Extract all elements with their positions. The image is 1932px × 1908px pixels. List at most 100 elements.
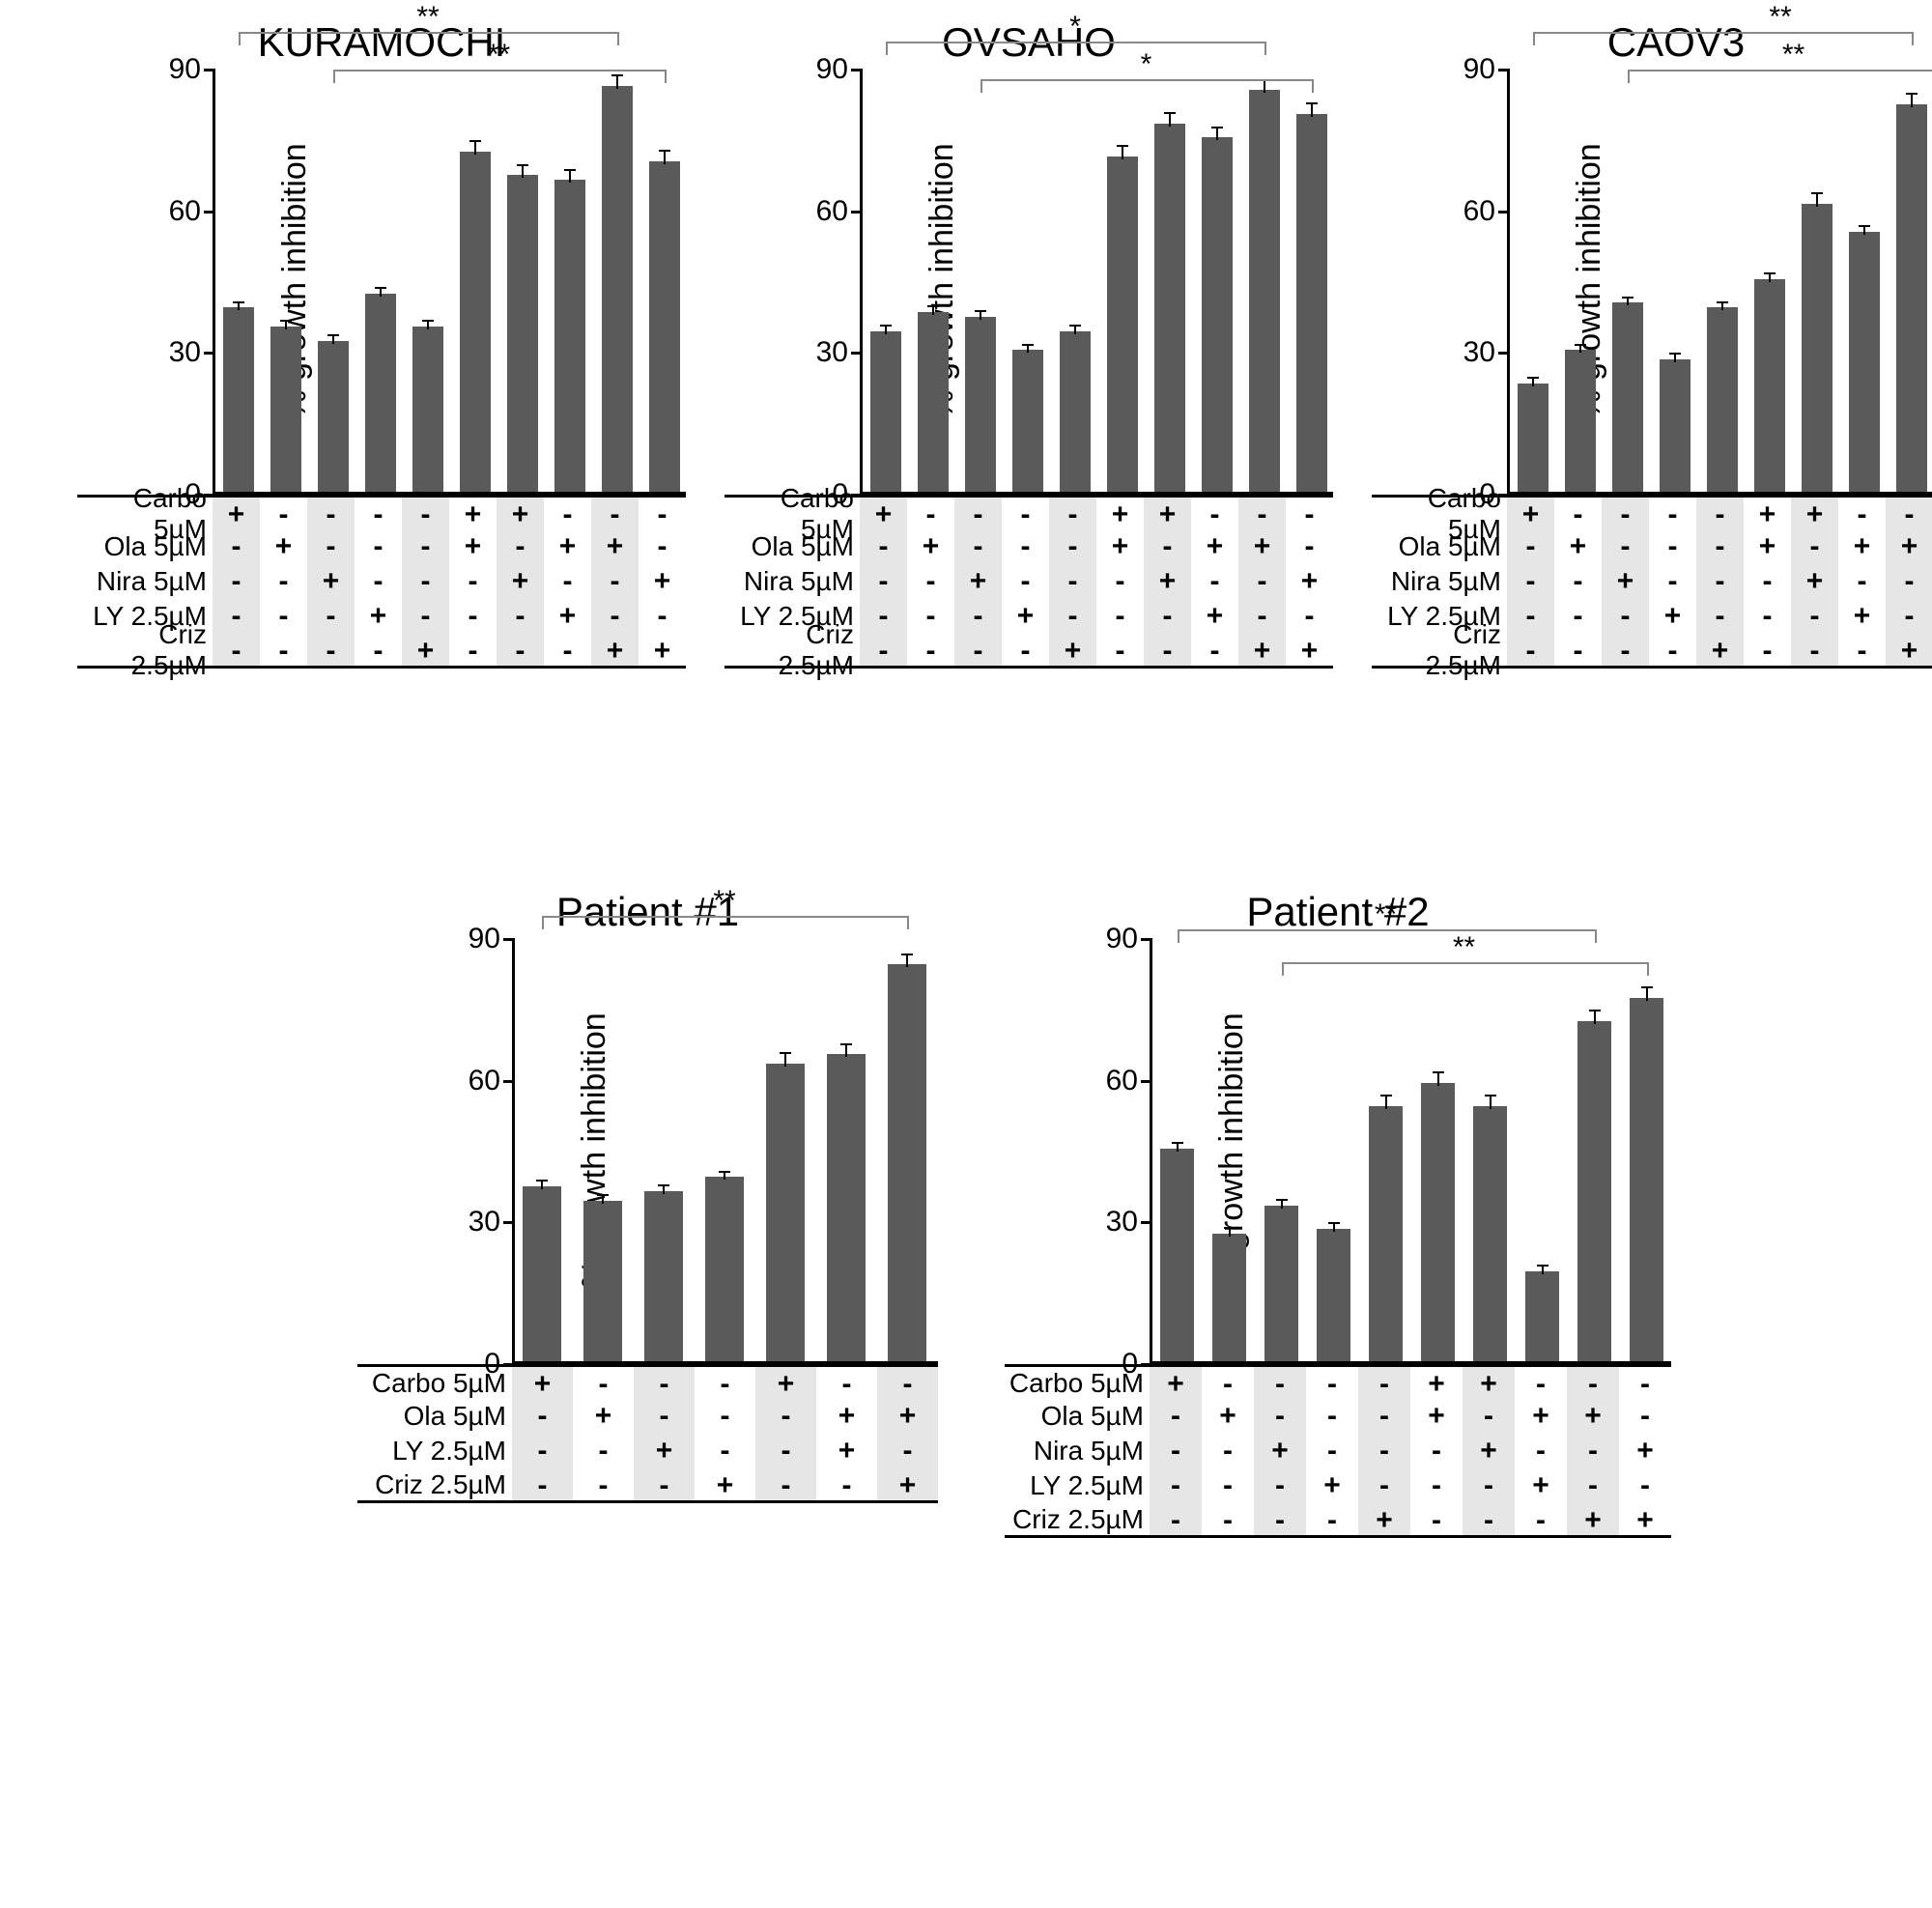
- treatment-cell: -: [497, 599, 544, 634]
- treatment-cell: -: [1150, 1468, 1202, 1503]
- treatment-cell: -: [1002, 529, 1049, 564]
- treatment-cell: -: [1744, 564, 1791, 599]
- panel-patient2: Patient #2% growth inhibition0306090****…: [1005, 889, 1671, 1538]
- bar: [1264, 1206, 1298, 1361]
- bar: [1525, 1271, 1559, 1361]
- treatment-cell: -: [1202, 1503, 1254, 1535]
- treatment-cell: -: [591, 599, 639, 634]
- y-tick-label: 60: [1457, 195, 1495, 228]
- treatment-cell: -: [1463, 1468, 1515, 1503]
- bar: [460, 152, 491, 492]
- treatment-cell: -: [1254, 1399, 1306, 1434]
- treatment-cell: -: [907, 634, 954, 666]
- bar: [365, 294, 396, 492]
- treatment-cell: -: [1358, 1434, 1410, 1468]
- treatment-table: Carbo 5µM+----++---Ola 5µM-+---+-++-Nira…: [1005, 1364, 1671, 1538]
- treatment-label: Ola 5µM: [1372, 531, 1507, 562]
- treatment-cell: +: [1286, 564, 1333, 599]
- treatment-cell: -: [1202, 1468, 1254, 1503]
- treatment-cell: +: [591, 529, 639, 564]
- treatment-cell: -: [512, 1434, 573, 1468]
- treatment-cell: +: [816, 1434, 877, 1468]
- treatment-cell: -: [1144, 634, 1191, 666]
- bar: [1518, 384, 1548, 492]
- treatment-cell: -: [1096, 564, 1144, 599]
- significance-label: **: [1782, 39, 1804, 71]
- treatment-cell: +: [1463, 1367, 1515, 1399]
- treatment-cell: -: [1602, 634, 1649, 666]
- treatment-cell: -: [1254, 1503, 1306, 1535]
- treatment-cell: -: [449, 564, 497, 599]
- treatment-cell: +: [1238, 634, 1286, 666]
- bar: [1577, 1021, 1611, 1361]
- treatment-cell: -: [1002, 498, 1049, 529]
- treatment-label: Criz 2.5µM: [724, 619, 860, 681]
- treatment-cell: -: [1567, 1367, 1619, 1399]
- treatment-cell: -: [816, 1468, 877, 1500]
- treatment-cell: -: [544, 634, 591, 666]
- bar: [1060, 331, 1091, 492]
- treatment-cell: -: [307, 634, 355, 666]
- treatment-cell: +: [1696, 634, 1744, 666]
- treatment-cell: -: [1191, 564, 1238, 599]
- treatment-cell: -: [1567, 1468, 1619, 1503]
- treatment-cell: +: [1886, 634, 1932, 666]
- treatment-label: Carbo 5µM: [357, 1368, 512, 1399]
- bar: [644, 1191, 683, 1361]
- treatment-cell: -: [544, 498, 591, 529]
- y-tick-label: 30: [810, 336, 848, 369]
- treatment-cell: -: [1744, 634, 1791, 666]
- bar: [870, 331, 901, 492]
- treatment-cell: -: [1358, 1468, 1410, 1503]
- bar: [1249, 90, 1280, 492]
- treatment-cell: +: [355, 599, 402, 634]
- treatment-label: Criz 2.5µM: [1005, 1504, 1150, 1535]
- treatment-cell: -: [1886, 564, 1932, 599]
- treatment-cell: -: [355, 529, 402, 564]
- treatment-cell: -: [1306, 1399, 1358, 1434]
- bar: [1630, 998, 1663, 1361]
- treatment-cell: -: [1567, 1434, 1619, 1468]
- treatment-cell: +: [860, 498, 907, 529]
- treatment-cell: -: [1463, 1399, 1515, 1434]
- treatment-cell: +: [639, 564, 686, 599]
- y-tick-label: 30: [1457, 336, 1495, 369]
- y-tick-label: 90: [462, 923, 500, 955]
- treatment-cell: -: [355, 498, 402, 529]
- significance-label: *: [1141, 48, 1152, 81]
- treatment-cell: -: [1254, 1468, 1306, 1503]
- treatment-label: Nira 5µM: [1372, 566, 1507, 597]
- treatment-cell: +: [954, 564, 1002, 599]
- treatment-cell: -: [1150, 1434, 1202, 1468]
- treatment-cell: -: [573, 1367, 634, 1399]
- treatment-cell: +: [907, 529, 954, 564]
- treatment-cell: +: [1238, 529, 1286, 564]
- treatment-cell: -: [1602, 498, 1649, 529]
- treatment-cell: -: [213, 564, 260, 599]
- y-tick-label: 30: [162, 336, 201, 369]
- treatment-cell: -: [1150, 1399, 1202, 1434]
- bar: [1160, 1149, 1194, 1361]
- bar: [705, 1177, 744, 1361]
- treatment-cell: +: [1096, 529, 1144, 564]
- treatment-cell: -: [1649, 529, 1696, 564]
- treatment-cell: +: [544, 529, 591, 564]
- treatment-cell: -: [260, 599, 307, 634]
- treatment-cell: -: [695, 1399, 755, 1434]
- treatment-cell: -: [1602, 529, 1649, 564]
- bar: [507, 175, 538, 492]
- y-tick-label: 60: [810, 195, 848, 228]
- treatment-cell: -: [1649, 634, 1696, 666]
- treatment-cell: +: [1286, 634, 1333, 666]
- treatment-cell: -: [639, 599, 686, 634]
- treatment-cell: -: [634, 1367, 695, 1399]
- treatment-cell: -: [877, 1367, 938, 1399]
- treatment-cell: -: [695, 1367, 755, 1399]
- treatment-cell: +: [512, 1367, 573, 1399]
- treatment-cell: -: [954, 498, 1002, 529]
- treatment-cell: -: [307, 498, 355, 529]
- treatment-cell: -: [1554, 599, 1602, 634]
- bar: [1296, 114, 1327, 492]
- treatment-cell: -: [1238, 498, 1286, 529]
- treatment-label: Ola 5µM: [724, 531, 860, 562]
